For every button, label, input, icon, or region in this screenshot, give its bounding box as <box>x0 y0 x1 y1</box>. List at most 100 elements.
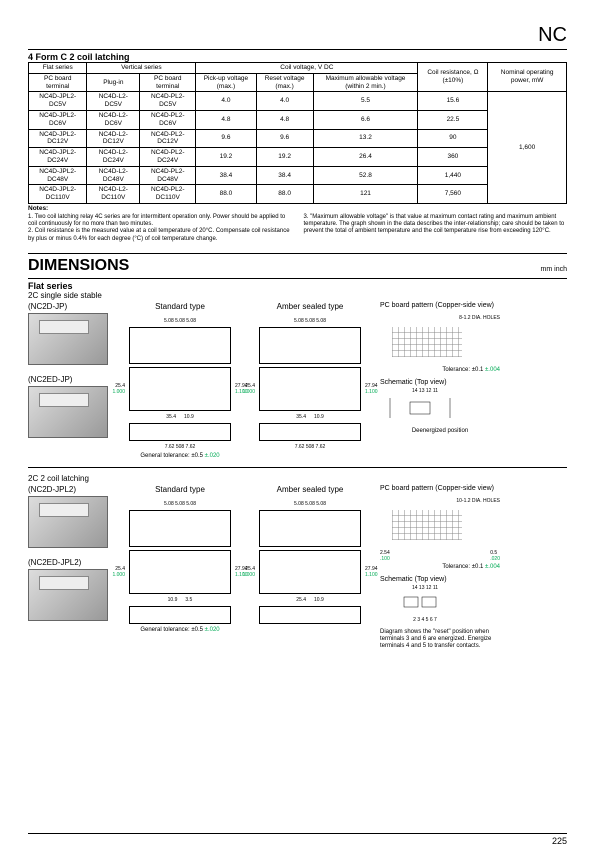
notes-label: Notes: <box>28 205 567 212</box>
schematic-diagram: 14 13 12 11 <box>380 388 470 426</box>
holes-label: 10-1.2 DIA. HOLES <box>380 498 500 504</box>
dim: 35.4 <box>166 414 176 420</box>
tolerance-in: ±.004 <box>485 564 500 570</box>
cell: NC4D-JPL2-DC48V <box>29 166 87 185</box>
tolerance-in: ±.004 <box>485 367 500 373</box>
th-pcb1: PC board terminal <box>29 73 87 92</box>
cell: NC4D-JPL2-DC6V <box>29 110 87 129</box>
schem-label: Schematic (Top view) <box>380 576 500 583</box>
cell: NC4D-PL2-DC12V <box>140 129 196 148</box>
th-coilv: Coil voltage, V DC <box>196 63 418 74</box>
gen-tol: General tolerance: ±0.5 <box>140 627 203 633</box>
dim: 7.62 508 7.62 <box>165 444 196 450</box>
cell: 38.4 <box>256 166 313 185</box>
dim: 1.000 <box>242 572 255 578</box>
dim: 3.5 <box>185 597 192 603</box>
th-flat: Flat series <box>29 63 87 74</box>
cell: 4.8 <box>256 110 313 129</box>
cell: 19.2 <box>196 148 256 167</box>
dim: 10.9 <box>314 597 324 603</box>
standard-top-view <box>129 510 231 547</box>
amber-type-label: Amber sealed type <box>277 302 344 311</box>
block2-heading: 2C 2 coil latching <box>28 474 567 483</box>
dim: 10.9 <box>314 414 324 420</box>
dim: 7.62 508 7.62 <box>295 444 326 450</box>
spec-table: Flat series Vertical series Coil voltage… <box>28 62 567 204</box>
cell: 9.6 <box>256 129 313 148</box>
cell: NC4D-L2-DC12V <box>87 129 140 148</box>
cell: 5.5 <box>313 92 418 111</box>
std-type-label: Standard type <box>155 485 205 494</box>
cell: NC4D-JPL2-DC24V <box>29 148 87 167</box>
dim: .100 <box>380 556 390 562</box>
cell: NC4D-L2-DC5V <box>87 92 140 111</box>
model1: (NC2D-JP) <box>28 302 110 311</box>
dim-heading: DIMENSIONS <box>28 257 129 275</box>
pcb-label: PC board pattern (Copper-side view) <box>380 485 500 492</box>
model2b: (NC2ED-JPL2) <box>28 558 110 567</box>
amber-side-view <box>259 550 361 594</box>
dim: 1.100 <box>365 389 378 395</box>
th-maxv: Maximum allowable voltage (within 2 min.… <box>313 73 418 92</box>
cell: NC4D-PL2-DC48V <box>140 166 196 185</box>
cell-power: 1,600 <box>488 92 567 204</box>
th-vertical: Vertical series <box>87 63 196 74</box>
cell: NC4D-PL2-DC24V <box>140 148 196 167</box>
amber-side-view <box>259 367 361 411</box>
relay-image <box>28 386 108 438</box>
holes-label: 8-1.2 DIA. HOLES <box>380 315 500 321</box>
gen-tol-in: ±.020 <box>205 453 220 459</box>
standard-top-view <box>129 327 231 364</box>
cell: NC4D-JPL2-DC12V <box>29 129 87 148</box>
diagram-text: Diagram shows the "reset" position when … <box>380 629 500 651</box>
cell: 9.6 <box>196 129 256 148</box>
cell: 19.2 <box>256 148 313 167</box>
standard-side-view <box>129 367 231 411</box>
dim: 10.9 <box>168 597 178 603</box>
standard-bottom-view <box>129 423 231 441</box>
dim: 35.4 <box>296 414 306 420</box>
cell: 88.0 <box>256 185 313 204</box>
relay-image <box>28 569 108 621</box>
cell: NC4D-PL2-DC6V <box>140 110 196 129</box>
cell: 22.5 <box>418 110 488 129</box>
th-pickup: Pick-up voltage (max.) <box>196 73 256 92</box>
deenergized-label: Deenergized position <box>380 428 500 434</box>
schematic-diagram: 14 13 12 11 2 3 4 5 6 7 <box>380 585 470 623</box>
standard-bottom-view <box>129 606 231 624</box>
cell: NC4D-L2-DC110V <box>87 185 140 204</box>
model1b: (NC2D-JPL2) <box>28 485 110 494</box>
cell: NC4D-JPL2-DC5V <box>29 92 87 111</box>
cell: 52.8 <box>313 166 418 185</box>
cell: 88.0 <box>196 185 256 204</box>
cell: 38.4 <box>196 166 256 185</box>
notes-right: 3. "Maximum allowable voltage" is that v… <box>304 214 568 243</box>
header-label: NC <box>28 24 567 47</box>
flat-series-label: Flat series <box>28 281 567 291</box>
cell: 360 <box>418 148 488 167</box>
th-reset: Reset voltage (max.) <box>256 73 313 92</box>
amber-top-view <box>259 327 361 364</box>
cell: NC4D-PL2-DC5V <box>140 92 196 111</box>
amber-bottom-view <box>259 423 361 441</box>
cell: 26.4 <box>313 148 418 167</box>
dim: .020 <box>490 556 500 562</box>
page-number: 225 <box>28 833 567 846</box>
amber-bottom-view <box>259 606 361 624</box>
pcb-pattern <box>380 506 475 548</box>
dim-unit: mm inch <box>541 266 567 275</box>
th-coilr: Coil resistance, Ω (±10%) <box>418 63 488 92</box>
relay-image <box>28 496 108 548</box>
amber-top-view <box>259 510 361 547</box>
cell: NC4D-L2-DC24V <box>87 148 140 167</box>
dim: 1.000 <box>112 572 125 578</box>
cell: 6.6 <box>313 110 418 129</box>
th-nom: Nominal operating power, mW <box>488 63 567 92</box>
h-dim-in: 1.000 <box>112 389 125 395</box>
cell: 15.6 <box>418 92 488 111</box>
dim: 25.4 <box>296 597 306 603</box>
cell: NC4D-JPL2-DC110V <box>29 185 87 204</box>
block1-heading: 2C single side stable <box>28 291 567 300</box>
pcb-pattern <box>380 323 475 365</box>
standard-side-view <box>129 550 231 594</box>
